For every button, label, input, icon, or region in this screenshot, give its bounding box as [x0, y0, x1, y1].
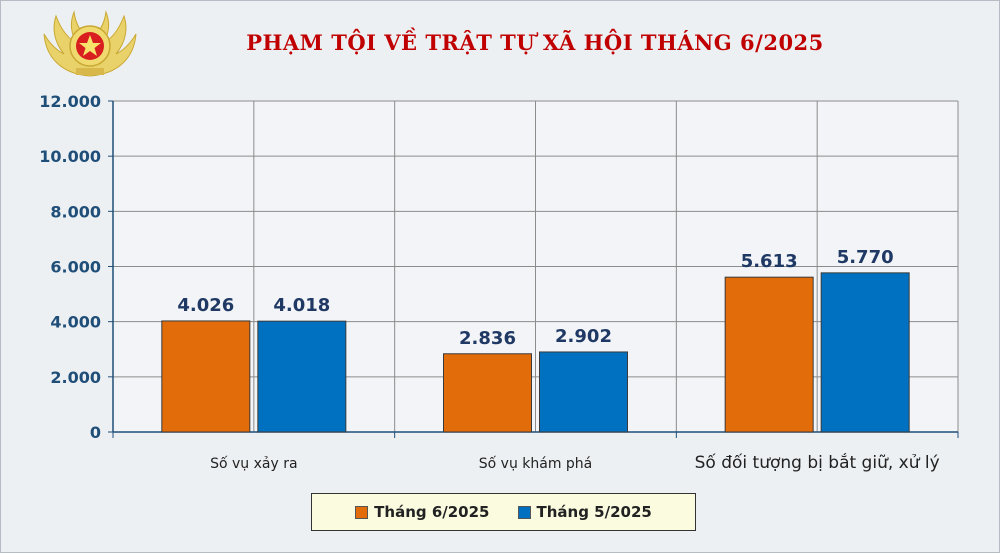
data-label: 4.018 — [273, 295, 330, 316]
y-tick-label: 6.000 — [50, 258, 101, 277]
police-star-emblem-icon — [43, 10, 137, 77]
chart-title: PHẠM TỘI VỀ TRẬT TỰ XÃ HỘI THÁNG 6/2025 — [246, 30, 824, 55]
y-tick-label: 10.000 — [39, 147, 101, 166]
x-tick-label: Số đối tượng bị bắt giữ, xử lý — [695, 452, 940, 473]
legend-item-series-1: Tháng 6/2025 — [355, 503, 490, 521]
bar-series-2-3 — [820, 272, 910, 433]
y-tick-label: 12.000 — [39, 92, 101, 111]
bar-series-2-2 — [539, 351, 628, 433]
y-tick-label: 4.000 — [50, 313, 101, 332]
legend-swatch-series-1 — [355, 505, 369, 519]
chart-legend: Tháng 6/2025 Tháng 5/2025 — [311, 493, 696, 531]
y-tick-label: 0 — [90, 423, 101, 442]
y-tick-label: 2.000 — [50, 368, 101, 387]
x-tick-label: Số vụ khám phá — [479, 455, 593, 472]
legend-swatch-series-2 — [517, 505, 531, 519]
data-label: 5.613 — [741, 251, 798, 272]
data-label: 2.902 — [555, 326, 612, 347]
legend-label-series-1: Tháng 6/2025 — [374, 503, 490, 521]
bar-series-1-1 — [161, 320, 251, 433]
x-tick-label: Số vụ xảy ra — [210, 455, 297, 472]
legend-item-series-2: Tháng 5/2025 — [517, 503, 652, 521]
data-label: 4.026 — [177, 295, 234, 316]
bar-series-1-2 — [443, 353, 532, 433]
bar-series-2-1 — [257, 320, 347, 433]
bar-series-1-3 — [724, 276, 814, 433]
legend-label-series-2: Tháng 5/2025 — [536, 503, 652, 521]
y-tick-label: 8.000 — [50, 202, 101, 221]
data-label: 5.770 — [837, 247, 894, 268]
data-label: 2.836 — [459, 328, 516, 349]
